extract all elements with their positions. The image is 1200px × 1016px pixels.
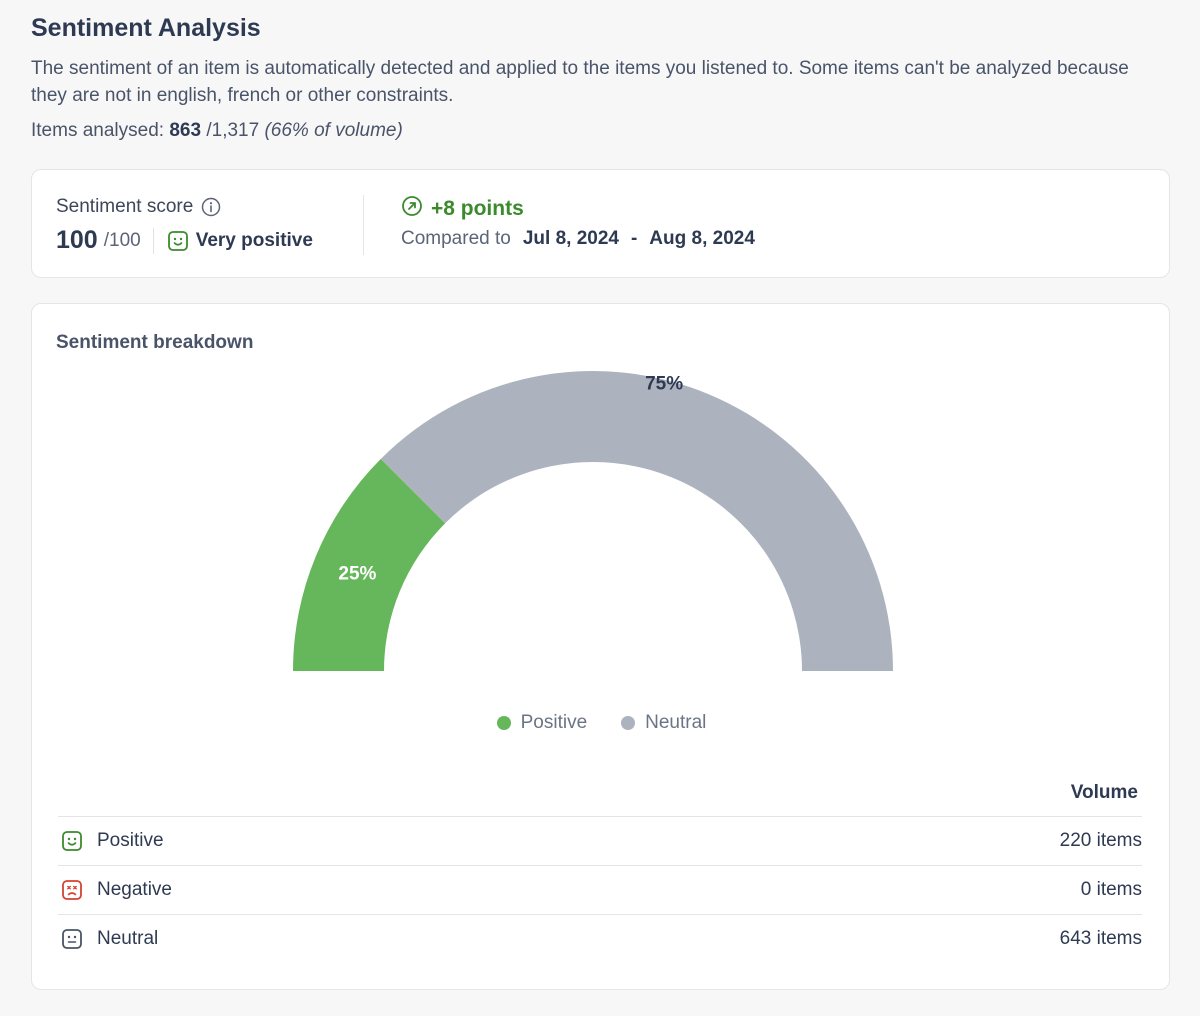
score-card-divider	[363, 195, 364, 255]
legend-dot-positive	[496, 716, 511, 730]
range-separator: -	[630, 228, 638, 249]
sentiment-score-row: 100 /100 Very positive	[56, 226, 313, 255]
range-end: Aug 8, 2024	[649, 228, 755, 249]
row-value-negative: 0 items	[1080, 879, 1142, 900]
arrow-up-right-circle-icon	[401, 195, 423, 223]
smile-icon	[61, 830, 83, 852]
frown-icon	[61, 879, 83, 901]
legend-item-positive[interactable]: Positive	[496, 712, 588, 734]
table-row-neutral: Neutral 643 items	[58, 914, 1142, 963]
volume-column-header: Volume	[1070, 782, 1138, 803]
score-change: +8 points	[401, 195, 524, 223]
items-analysed-count: 863	[169, 120, 202, 141]
legend-dot-neutral	[621, 716, 636, 730]
sentiment-breakdown-card: Sentiment breakdown 25% 75% Positive Neut…	[31, 303, 1170, 990]
breakdown-title: Sentiment breakdown	[56, 332, 254, 353]
range-start: Jul 8, 2024	[522, 228, 619, 249]
row-value-neutral: 643 items	[1059, 928, 1142, 949]
sentiment-gauge-chart: 25% 75%	[293, 371, 893, 671]
sentiment-score-heading: Sentiment score	[56, 196, 221, 218]
items-analysed: Items analysed: 863 /1,317 (66% of volum…	[31, 120, 403, 142]
page-description: The sentiment of an item is automaticall…	[31, 58, 1129, 106]
items-analysed-label: Items analysed:	[31, 120, 165, 141]
table-row-positive: Positive 220 items	[58, 816, 1142, 865]
sentiment-score-label: Sentiment score	[56, 196, 194, 217]
row-label-neutral: Neutral	[97, 928, 159, 949]
sentiment-badge-label: Very positive	[195, 229, 313, 251]
sentiment-volume-table: Positive 220 items Negative 0 items	[58, 816, 1142, 963]
row-label-negative: Negative	[97, 879, 172, 900]
row-value-positive: 220 items	[1059, 830, 1142, 851]
score-separator	[152, 227, 154, 254]
gauge-label-positive: 25%	[338, 563, 376, 584]
chart-legend: Positive Neutral	[32, 712, 1171, 734]
table-row-negative: Negative 0 items	[58, 865, 1142, 914]
legend-item-neutral[interactable]: Neutral	[621, 712, 706, 734]
items-percent: (66% of volume)	[264, 120, 403, 141]
sentiment-score-max: /100	[103, 229, 141, 251]
compared-label: Compared to	[401, 228, 511, 249]
smile-icon	[167, 230, 189, 252]
score-change-value: +8 points	[431, 197, 524, 220]
row-label-positive: Positive	[97, 830, 164, 851]
sentiment-badge: Very positive	[167, 230, 313, 252]
gauge-slice-positive[interactable]	[293, 458, 446, 671]
items-total: /1,317	[206, 120, 260, 141]
info-icon[interactable]	[201, 197, 221, 217]
neutral-face-icon	[61, 928, 83, 950]
legend-label-positive: Positive	[520, 712, 588, 733]
sentiment-score-card: Sentiment score 100 /100 Very positive +…	[31, 169, 1170, 278]
legend-label-neutral: Neutral	[645, 712, 707, 733]
gauge-label-neutral: 75%	[645, 374, 683, 395]
page-title: Sentiment Analysis	[31, 14, 261, 42]
comparison-range: Compared to Jul 8, 2024 - Aug 8, 2024	[401, 228, 755, 250]
gauge-slice-neutral[interactable]	[380, 371, 893, 671]
sentiment-score-value: 100	[56, 226, 98, 254]
